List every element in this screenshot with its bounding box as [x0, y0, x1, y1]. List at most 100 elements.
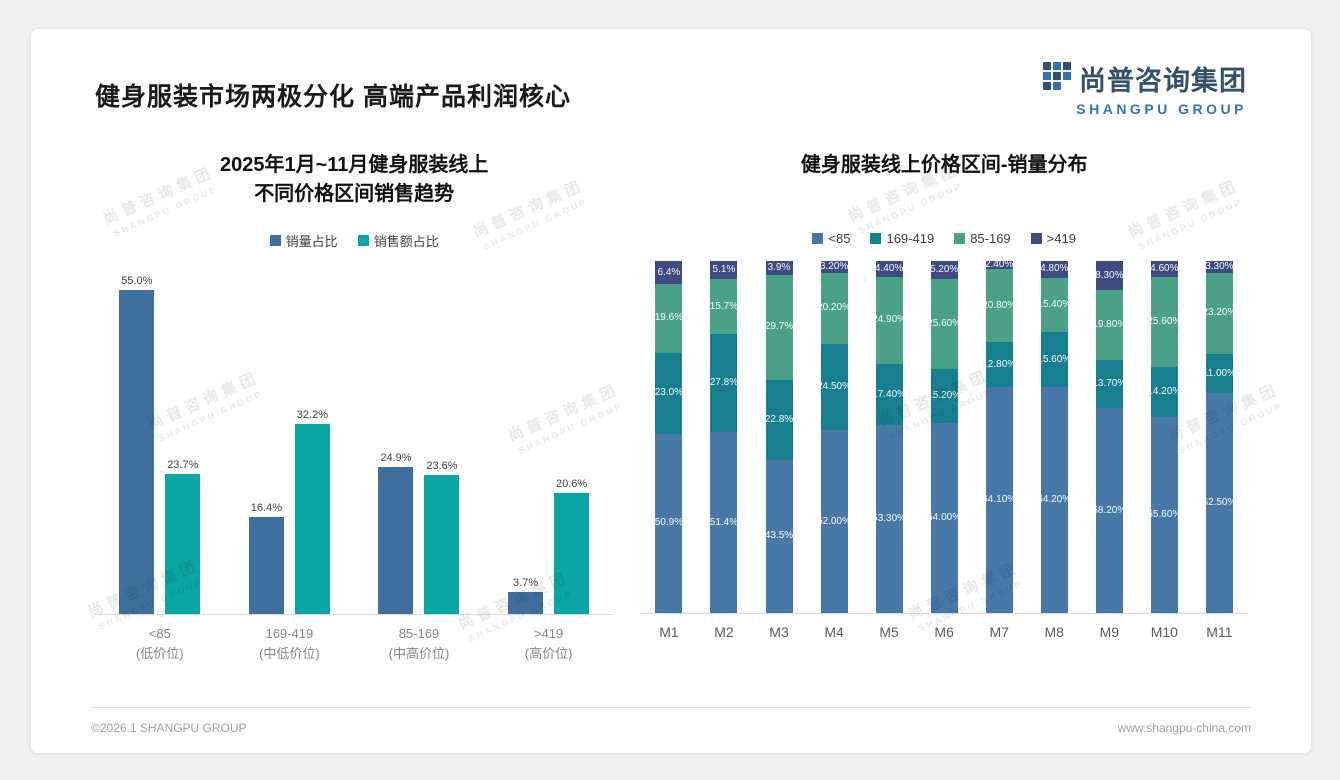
segment-value-label: 15.40%	[1037, 299, 1072, 311]
bar-column: 32.2%	[294, 409, 330, 614]
segment-value-label: 27.8%	[709, 377, 739, 389]
category-range: 169-419	[265, 626, 314, 641]
segment-value-label: 14.20%	[1147, 386, 1182, 398]
footer-website: www.shangpu-china.com	[1117, 721, 1251, 735]
bar-segment: 3.20%	[819, 261, 849, 273]
segment-value-label: 6.4%	[657, 266, 681, 278]
category-tier: (低价位)	[135, 645, 184, 661]
bar-value-label: 20.6%	[555, 477, 588, 490]
segment-value-label: 29.7%	[764, 321, 794, 333]
grouped-bar-chart: 2025年1月~11月健身服装线上 不同价格区间销售趋势 销量占比 销售额占比 5…	[95, 125, 614, 663]
left-chart-plot: 55.0% 23.7% 16.4% 32.2% 24.9% 23.6% 3.7% 20.6%	[95, 264, 614, 615]
legend-label: 169-419	[886, 231, 935, 246]
footer-copyright: ©2026.1 SHANGPU GROUP	[91, 721, 247, 735]
bar-group: 55.0% 23.7%	[95, 274, 225, 614]
category-label: 169-419 (中低价位)	[225, 624, 355, 663]
bar-group: 16.4% 32.2%	[225, 409, 355, 614]
segment-value-label: 25.60%	[927, 318, 962, 330]
bar-column: 23.7%	[165, 459, 201, 614]
bar	[378, 467, 414, 614]
bar-segment: 14.20%	[1147, 367, 1181, 418]
segment-value-label: 5.20%	[929, 264, 959, 276]
bar-segment: 58.20%	[1092, 408, 1126, 613]
legend-item: 85-169	[954, 231, 1011, 246]
segment-value-label: 12.80%	[982, 358, 1017, 370]
bar-column: 23.6%	[424, 460, 460, 614]
bar-column: 55.0%	[119, 274, 155, 614]
bar-segment: 3.30%	[1205, 260, 1234, 273]
month-label: M6	[934, 624, 954, 640]
category-range: 85-169	[398, 626, 440, 641]
bar-segment: 20.80%	[982, 269, 1016, 343]
bar-segment: 4.80%	[1040, 261, 1069, 278]
bar-segment: 12.80%	[982, 342, 1016, 388]
segment-value-label: 22.8%	[764, 413, 794, 425]
bar-segment: 23.20%	[1202, 272, 1236, 355]
bar-segment: 43.5%	[765, 459, 793, 613]
category-range: >419	[533, 626, 564, 641]
segment-value-label: 3.9%	[767, 262, 791, 274]
bar-value-label: 55.0%	[121, 274, 153, 287]
segment-value-label: 3.20%	[819, 261, 849, 273]
legend-swatch	[812, 233, 824, 244]
bar-segment: 25.60%	[927, 279, 961, 370]
segment-value-label: 5.1%	[712, 263, 736, 275]
category-label: 85-169 (中高价位)	[354, 624, 484, 663]
bar-segment: 29.7%	[764, 275, 794, 380]
bar-segment: 3.9%	[765, 261, 793, 276]
bar-segment: 51.4%	[710, 432, 738, 613]
bar-segment: 50.9%	[655, 433, 683, 613]
category-range: <85	[148, 626, 171, 641]
month-label: M7	[989, 624, 1009, 640]
segment-value-label: 4.80%	[1040, 263, 1069, 275]
segment-value-label: 4.40%	[874, 262, 904, 274]
company-logo: 尚普咨询集团 SHANGPU GROUP	[1043, 59, 1247, 117]
bar-column: 3.7%	[508, 577, 544, 614]
stacked-bar-column: 64.10% 12.80% 20.80% 2.40%	[972, 259, 1027, 613]
legend-label: 销量占比	[285, 234, 338, 249]
bar	[508, 592, 544, 614]
legend-item: >419	[1030, 231, 1076, 246]
segment-value-label: 3.30%	[1205, 260, 1234, 272]
stacked-bar: 51.4% 27.8% 15.7% 5.1%	[709, 260, 739, 613]
charts-area: 2025年1月~11月健身服装线上 不同价格区间销售趋势 销量占比 销售额占比 5…	[31, 125, 1311, 663]
bar-group: 3.7% 20.6%	[484, 477, 614, 614]
bar	[424, 474, 460, 614]
month-label: M2	[714, 624, 734, 640]
bar-segment: 53.30%	[872, 425, 906, 613]
left-chart-title-line2: 不同价格区间销售趋势	[254, 183, 455, 205]
segment-value-label: 25.60%	[1147, 316, 1182, 328]
segment-value-label: 54.00%	[927, 511, 962, 523]
legend-item: 销售额占比	[357, 231, 439, 250]
bar	[165, 474, 201, 614]
stacked-bar: 64.10% 12.80% 20.80% 2.40%	[982, 259, 1016, 613]
month-label: M4	[824, 624, 844, 640]
segment-value-label: 24.50%	[817, 380, 852, 392]
stacked-bar: 58.20% 13.70% 19.80% 8.30%	[1092, 261, 1126, 613]
bar-column: 16.4%	[248, 502, 284, 614]
bar-segment: 52.00%	[817, 430, 851, 613]
bar-segment: 6.4%	[655, 261, 683, 284]
category-tier: (高价位)	[524, 645, 573, 661]
category-tier: (中高价位)	[388, 645, 450, 661]
segment-value-label: 17.40%	[872, 388, 907, 400]
bar-segment: 4.60%	[1150, 261, 1179, 278]
month-label: M10	[1150, 624, 1178, 640]
stacked-bar: 53.30% 17.40% 24.90% 4.40%	[872, 261, 906, 613]
month-label: M8	[1044, 624, 1064, 640]
bar-segment: 13.70%	[1092, 359, 1126, 409]
bar-segment: 19.80%	[1092, 290, 1126, 360]
bar	[248, 517, 284, 614]
bar	[119, 289, 155, 614]
left-chart-title-line1: 2025年1月~11月健身服装线上	[219, 154, 489, 176]
bar-group: 24.9% 23.6%	[354, 452, 484, 614]
segment-value-label: 4.60%	[1150, 263, 1179, 275]
segment-value-label: 24.90%	[872, 314, 907, 326]
bar-segment: 25.60%	[1147, 277, 1181, 368]
logo-text-en: SHANGPU GROUP	[1076, 101, 1247, 117]
bar-segment: 15.40%	[1037, 277, 1071, 333]
left-chart-title: 2025年1月~11月健身服装线上 不同价格区间销售趋势	[95, 151, 613, 211]
legend-swatch	[870, 233, 882, 244]
left-chart-category-axis: <85 (低价位) 169-419 (中低价位) 85-169 (中高价位) >419 (高价…	[95, 624, 613, 663]
